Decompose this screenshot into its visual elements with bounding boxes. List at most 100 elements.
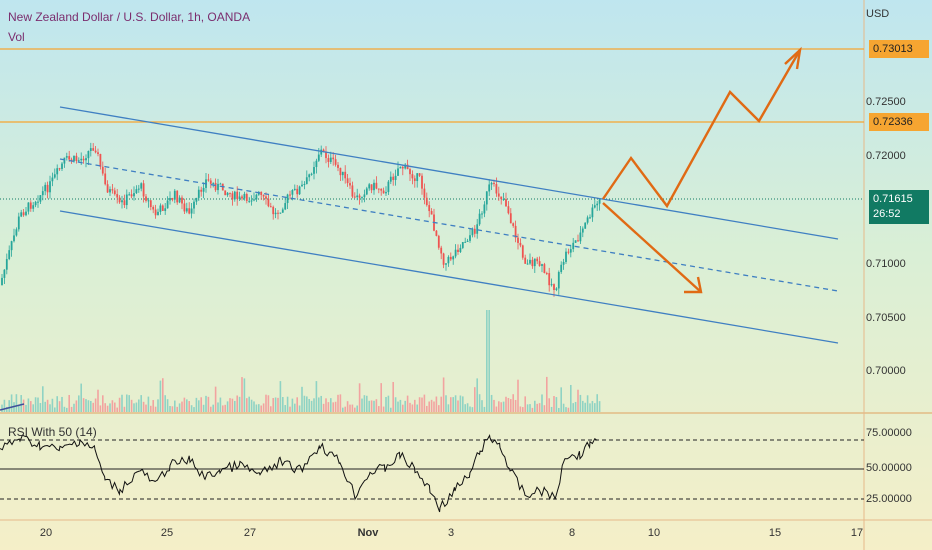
candle-body (329, 157, 332, 162)
volume-label[interactable]: Vol (8, 30, 25, 44)
candle-body (229, 192, 231, 194)
candle-body (142, 183, 145, 197)
volume-bar (301, 386, 303, 412)
volume-bar (178, 403, 181, 412)
candle-body (51, 177, 54, 182)
candle-body (401, 166, 404, 169)
candle-body (466, 240, 469, 242)
candle-body (181, 197, 183, 204)
candle-body (550, 284, 553, 286)
candle-body (399, 166, 402, 169)
volume-bar (313, 398, 315, 412)
volume-bar (260, 405, 262, 412)
volume-bar (274, 397, 277, 412)
candle-body (337, 164, 339, 168)
volume-bar (344, 406, 346, 412)
volume-bar (126, 394, 128, 412)
volume-bar (579, 394, 582, 412)
candle-body (106, 184, 109, 193)
candle-body (243, 193, 246, 199)
volume-bar (202, 404, 205, 412)
volume-bar (73, 403, 75, 412)
volume-bar (404, 400, 406, 412)
candle-body (157, 211, 159, 216)
candle-body (517, 237, 519, 243)
candle-body (325, 151, 327, 159)
volume-bar (428, 401, 430, 412)
channel-midline (59, 158, 839, 292)
candle-body (454, 249, 457, 257)
candle-body (274, 212, 277, 215)
drawing-fragment (0, 403, 25, 411)
volume-bar (582, 400, 584, 412)
candle-body (310, 173, 313, 175)
volume-bar (229, 398, 231, 412)
candle-body (327, 158, 330, 162)
volume-bar (183, 397, 186, 412)
candle-body (368, 184, 371, 189)
candle-body (320, 149, 323, 155)
volume-bar (382, 406, 385, 412)
volume-bar (332, 402, 334, 412)
candle-body (293, 188, 296, 191)
volume-bar (435, 396, 438, 412)
candle-body (46, 184, 49, 193)
symbol-title[interactable]: New Zealand Dollar / U.S. Dollar, 1h, OA… (8, 10, 251, 24)
candle-body (130, 194, 133, 197)
candle-body (85, 158, 87, 161)
candle-body (245, 193, 248, 201)
volume-bar (406, 395, 409, 412)
candle-body (490, 182, 493, 185)
volume-bar (30, 401, 32, 412)
candle-body (447, 256, 450, 264)
candle-body (526, 263, 529, 265)
candle-body (265, 196, 267, 199)
volume-bar (289, 406, 291, 412)
candle-body (473, 228, 476, 234)
volume-bar (164, 395, 166, 412)
volume-bar (157, 399, 159, 412)
volume-bar (238, 396, 241, 412)
candle-body (538, 261, 541, 266)
rsi-label[interactable]: RSI With 50 (14) (8, 425, 97, 439)
volume-bar (262, 403, 265, 412)
candle-body (65, 156, 68, 158)
candle-body (397, 168, 399, 176)
volume-bar (502, 401, 505, 412)
candle-body (317, 154, 320, 161)
volume-bar (106, 405, 109, 412)
candle-body (226, 192, 229, 196)
volume-bar (116, 407, 118, 412)
candle-body (135, 189, 138, 194)
candle-body (577, 240, 579, 242)
volume-bar (190, 405, 193, 412)
volume-bar (18, 405, 20, 412)
candle-body (113, 190, 116, 195)
volume-bar (195, 397, 198, 412)
volume-bar (584, 402, 586, 412)
volume-bar (63, 406, 66, 412)
candle-body (557, 272, 560, 289)
candle-body (255, 194, 258, 200)
volume-bar (121, 394, 123, 412)
candle-body (87, 151, 90, 159)
candle-body (425, 197, 428, 206)
rsi-line (0, 434, 598, 513)
volume-bar (56, 396, 58, 412)
volume-bar (548, 398, 550, 412)
volume-bar (337, 394, 339, 412)
candle-body (149, 200, 152, 208)
volume-bar (452, 397, 454, 412)
volume-bar (200, 397, 202, 412)
candle-body (250, 200, 253, 202)
volume-bar (318, 397, 320, 412)
candle-body (481, 213, 483, 215)
volume-bar (594, 403, 596, 412)
volume-bar (370, 400, 373, 412)
volume-bar (445, 395, 447, 412)
candle-body (553, 284, 555, 290)
volume-bar (512, 394, 514, 412)
volume-bar (118, 397, 121, 412)
volume-bar (152, 400, 154, 412)
